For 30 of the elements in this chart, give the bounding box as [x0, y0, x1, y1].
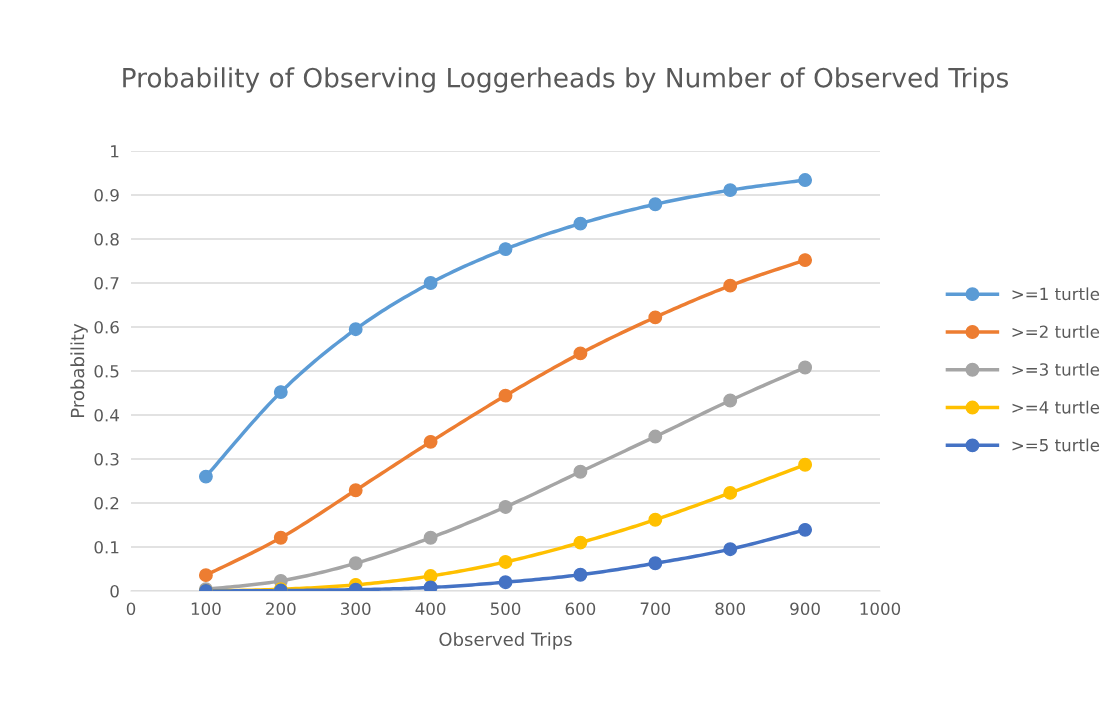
y-tick-label: 0	[110, 584, 119, 598]
legend-label: >=3 turtle	[1012, 362, 1100, 376]
x-tick-label: 700	[640, 602, 671, 616]
x-tick-label: 0	[126, 602, 136, 616]
x-tick-label: 600	[565, 602, 596, 616]
y-tick-label: 0.4	[94, 408, 119, 422]
y-tick-label: 0.5	[94, 364, 119, 378]
y-axis-title: Probability	[70, 323, 88, 417]
x-tick-label: 200	[266, 602, 296, 616]
x-tick-label: 300	[341, 602, 371, 616]
legend-label: >=5 turtle	[1012, 438, 1100, 452]
chart-title: Probability of Observing Loggerheads by Number of Observed Trips	[123, 67, 1009, 93]
x-tick-label: 500	[490, 602, 521, 616]
y-tick-label: 0.6	[94, 320, 119, 334]
x-tick-label: 800	[715, 602, 745, 616]
y-tick-label: 1	[111, 145, 119, 158]
legend-label: >=4 turtle	[1012, 400, 1100, 414]
y-tick-label: 0.8	[94, 232, 119, 246]
y-tick-label: 0.7	[94, 276, 119, 290]
x-tick-label: 900	[790, 602, 820, 616]
y-tick-label: 0.2	[94, 496, 119, 510]
x-tick-label: 100	[191, 602, 221, 616]
x-tick-label: 1000	[860, 602, 901, 616]
y-tick-label: 0.1	[94, 540, 119, 554]
x-tick-label: 400	[415, 602, 446, 616]
y-tick-label: 0.9	[94, 188, 119, 202]
y-tick-label: 0.3	[94, 452, 119, 466]
x-axis-title: Observed Trips	[439, 632, 572, 650]
legend-label: >=2 turtle	[1012, 325, 1100, 339]
legend-label: >=1 turtle	[1012, 287, 1100, 301]
